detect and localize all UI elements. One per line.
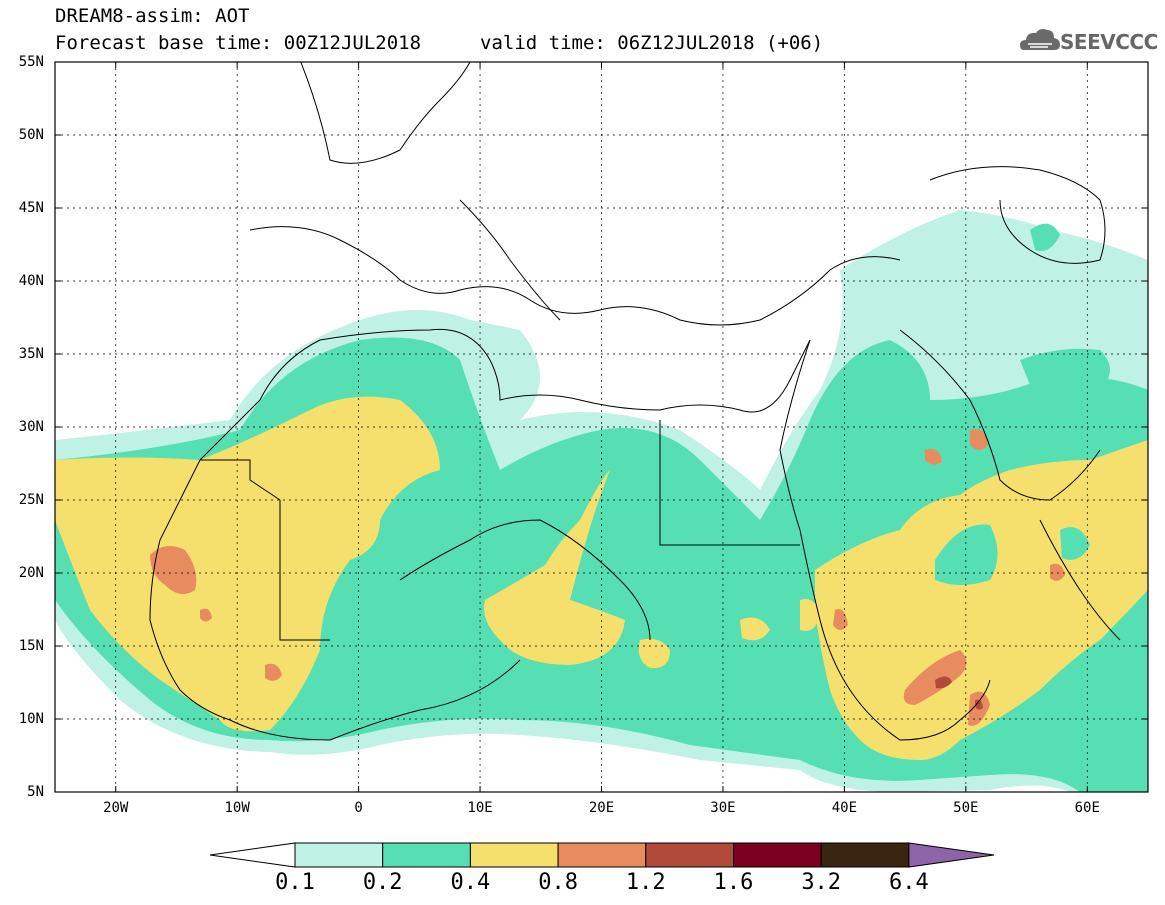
colorbar-segment — [733, 842, 822, 868]
lat-label: 20N — [18, 565, 44, 581]
colorbar-segment — [294, 842, 384, 868]
lat-label: 35N — [18, 346, 44, 362]
lat-label: 5N — [27, 784, 44, 800]
colorbar-label: 1.2 — [625, 870, 666, 895]
colorbar-label: 0.8 — [538, 870, 578, 895]
forecast-base-time: Forecast base time: 00Z12JUL2018 — [55, 32, 422, 54]
lon-label: 30E — [710, 800, 736, 816]
colorbar-label: 0.1 — [275, 870, 315, 895]
colorbar-segment — [557, 842, 647, 868]
lon-label: 20W — [103, 800, 129, 816]
colorbar-segment — [469, 842, 559, 868]
graticule — [55, 62, 1148, 792]
colorbar-segment — [820, 842, 910, 868]
lon-label: 60E — [1074, 800, 1100, 816]
colorbar — [209, 842, 994, 868]
map-title: DREAM8-assim: AOT — [55, 5, 250, 27]
colorbar-segment — [382, 842, 471, 868]
lat-label: 55N — [18, 54, 44, 70]
lon-label: 50E — [953, 800, 979, 816]
coastlines — [149, 62, 1121, 741]
colorbar-label: 0.4 — [450, 870, 491, 895]
colorbar-label: 1.6 — [713, 870, 754, 895]
colorbar-under-triangle — [209, 842, 296, 868]
cloud-icon — [1020, 29, 1060, 50]
lon-label: 10E — [467, 800, 493, 816]
lon-label: 40E — [831, 800, 858, 816]
colorbar-segment — [645, 842, 734, 868]
axis-ticks — [55, 61, 1148, 793]
lon-label: 0 — [354, 800, 363, 816]
lat-label: 10N — [18, 711, 44, 727]
lon-label: 10W — [224, 800, 250, 816]
lat-label: 30N — [18, 419, 44, 435]
lat-label: 50N — [18, 127, 44, 143]
lon-label: 20E — [588, 800, 615, 816]
colorbar-label: 3.2 — [801, 870, 842, 895]
aot-band-0.4 — [55, 396, 1148, 760]
lat-label: 25N — [18, 492, 44, 508]
colorbar-label: 6.4 — [889, 870, 929, 895]
aot-band-1.2 — [935, 676, 983, 710]
colorbar-over-triangle — [908, 842, 994, 868]
logo-text: SEEVCCC — [1060, 30, 1158, 54]
valid-time: valid time: 06Z12JUL2018 (+06) — [480, 32, 824, 54]
aot-band-0.2-inner — [855, 499, 1090, 585]
colorbar-label: 0.2 — [362, 870, 403, 895]
lat-label: 15N — [18, 638, 44, 654]
lat-label: 40N — [18, 273, 44, 289]
lat-label: 45N — [18, 200, 44, 216]
